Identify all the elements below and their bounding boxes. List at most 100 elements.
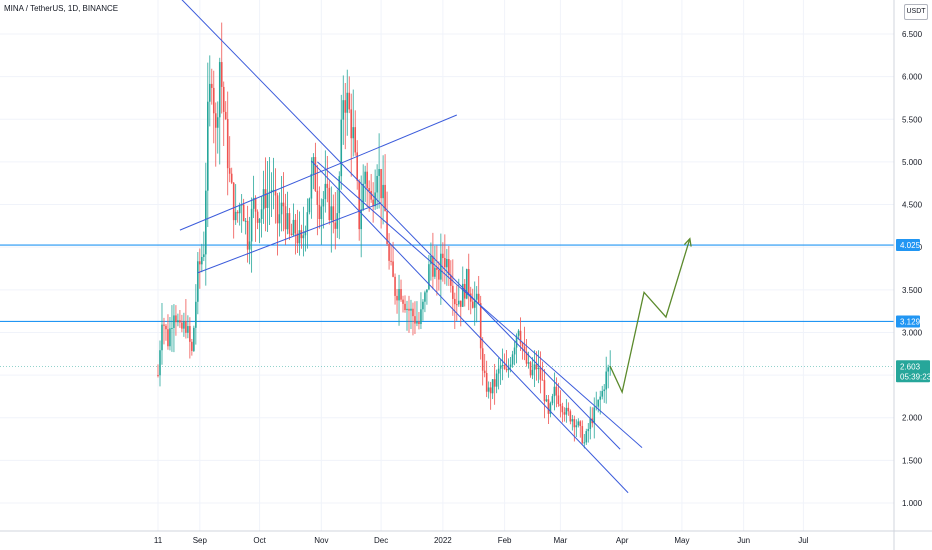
candle-body [380, 169, 382, 199]
candle-body [573, 419, 576, 428]
candle-body [270, 190, 273, 192]
candle-body [262, 189, 265, 210]
candle-body [543, 380, 546, 402]
candle-body [491, 379, 494, 394]
candle-body [400, 289, 402, 300]
candle-body [214, 113, 217, 128]
candle-body [326, 183, 329, 188]
candle-body [362, 183, 364, 210]
candle-body [521, 343, 524, 347]
candle-body [372, 199, 374, 207]
candle-body [222, 86, 225, 112]
candle-body [418, 321, 420, 325]
candle-body [487, 387, 490, 392]
trendline [317, 161, 643, 448]
candle-body [585, 431, 588, 443]
candle-body [179, 320, 181, 323]
candle-body [531, 369, 534, 376]
candle-body [547, 399, 550, 414]
candle-body [457, 300, 460, 305]
candle-body [473, 299, 476, 308]
y-tick-label: 5.500 [902, 115, 923, 124]
candle-body [346, 92, 349, 113]
candle-body [364, 171, 366, 184]
candle-body [224, 111, 227, 120]
candle-body [428, 264, 430, 290]
currency-badge[interactable]: USDT [904, 4, 928, 20]
candle-body [469, 293, 472, 302]
candle-body [436, 267, 438, 270]
candle-body [509, 364, 512, 368]
candle-body [475, 293, 478, 300]
candle-body [603, 389, 606, 392]
x-tick-label: 11 [154, 536, 163, 545]
candle-body [495, 373, 498, 387]
time-axis[interactable]: 11 Sep Oct Nov Dec 2022 Feb Mar Apr May Jun Jul [154, 536, 809, 545]
x-tick-label: Sep [193, 536, 208, 545]
candle-body [358, 180, 360, 230]
x-tick-label: Jul [798, 536, 808, 545]
y-tick-label: 6.000 [902, 73, 923, 82]
candle-body [280, 202, 283, 215]
candle-body [230, 173, 233, 183]
candle-body [205, 190, 207, 255]
candle-body [352, 127, 355, 139]
candle-body [366, 171, 368, 189]
candle-body [290, 233, 293, 236]
candle-body [272, 189, 275, 191]
candle-body [442, 253, 444, 258]
candle-body [430, 255, 432, 265]
candle-body [264, 189, 267, 208]
candle-body [440, 253, 442, 280]
candle-body [452, 285, 454, 299]
candle-body [456, 304, 458, 306]
candle-body [288, 213, 291, 234]
candle-body [533, 364, 536, 370]
y-tick-label: 3.000 [902, 328, 923, 337]
candle-body [420, 309, 422, 325]
projection-line [609, 238, 691, 395]
candle-body [226, 119, 229, 169]
candle-body [370, 190, 372, 200]
candle-body [324, 183, 327, 200]
candle-body [348, 92, 351, 110]
candle-body [308, 198, 311, 213]
candle-body [177, 320, 179, 323]
candle-body [402, 299, 404, 304]
price-axis[interactable]: 6.5006.0005.5005.0004.5004.0003.5003.000… [902, 30, 923, 508]
candle-body [438, 269, 440, 280]
candle-body [426, 289, 428, 293]
candle-body [422, 301, 424, 310]
trendline [197, 202, 382, 274]
candle-body [406, 308, 408, 311]
candle-body [165, 325, 167, 330]
candle-body [232, 182, 235, 221]
candle-body [278, 214, 281, 224]
candle-body [252, 197, 255, 209]
candle-body [171, 327, 173, 329]
candle-body [246, 220, 249, 250]
candle-body [199, 261, 201, 265]
candle-body [390, 260, 392, 262]
x-tick-label: Dec [374, 536, 388, 545]
candle-body [571, 419, 574, 422]
candle-body [378, 169, 380, 176]
candle-body [284, 206, 287, 230]
candle-body [189, 326, 191, 342]
candle-body [414, 316, 416, 324]
candle-body [159, 350, 161, 376]
candle-body [408, 308, 410, 311]
candle-body [593, 407, 596, 424]
candle-body [465, 269, 468, 299]
candle-body [541, 379, 544, 381]
candle-body [286, 213, 289, 230]
trendlines [179, 0, 643, 494]
candle-body [374, 192, 376, 207]
candle-body [322, 199, 325, 207]
candle-body [579, 421, 582, 427]
candle-body [191, 341, 193, 351]
candle-body [525, 351, 528, 364]
y-tick-label: 5.000 [902, 158, 923, 167]
